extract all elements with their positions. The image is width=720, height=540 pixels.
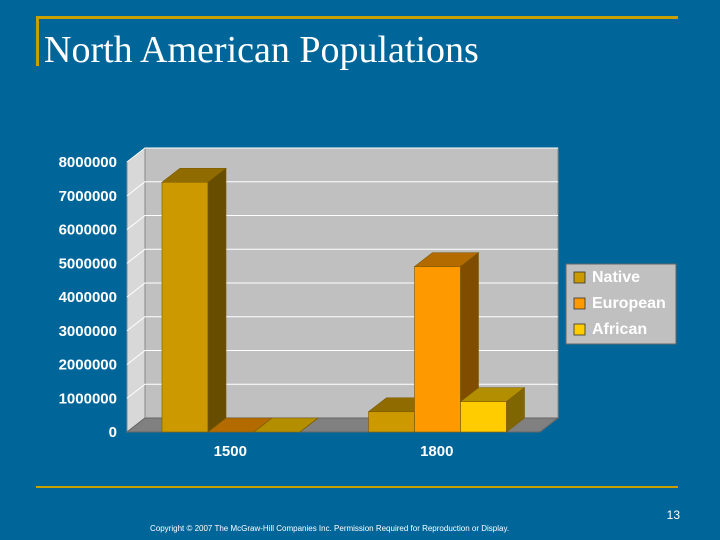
bar-african-1800 xyxy=(459,387,526,433)
x-tick-label: 1500 xyxy=(214,443,247,460)
legend-swatch-african xyxy=(573,323,586,336)
bar-native-1500 xyxy=(161,167,227,433)
bar-front xyxy=(368,411,415,433)
y-tick-label: 2000000 xyxy=(59,357,117,374)
y-tick-label: 0 xyxy=(109,424,117,441)
bar-european-1800 xyxy=(413,252,480,433)
y-tick-label: 4000000 xyxy=(59,289,117,306)
legend-label: African xyxy=(592,321,647,338)
y-tick-label: 3000000 xyxy=(59,323,117,340)
bar-side xyxy=(506,387,525,433)
y-tick-label: 1000000 xyxy=(59,390,117,407)
bar-side xyxy=(299,417,319,433)
bottom-accent-rule xyxy=(36,486,678,488)
bar-front xyxy=(161,181,209,433)
legend-swatch-native xyxy=(573,271,586,284)
legend-swatch-european xyxy=(573,297,586,310)
bar-front xyxy=(414,266,461,433)
x-tick-label: 1800 xyxy=(420,443,453,460)
gridline xyxy=(126,248,558,264)
legend-label: Native xyxy=(592,269,640,286)
bar-front xyxy=(460,401,507,433)
legend-label: European xyxy=(592,295,666,312)
page-number: 13 xyxy=(666,508,680,522)
bar-african-1500 xyxy=(253,417,319,433)
gridline xyxy=(126,215,558,230)
y-tick-label: 5000000 xyxy=(59,255,117,272)
gridline xyxy=(126,181,558,197)
slide-title: North American Populations xyxy=(44,29,479,71)
top-accent-rule xyxy=(36,16,678,19)
y-tick-label: 6000000 xyxy=(59,222,117,239)
y-tick-label: 7000000 xyxy=(59,188,117,205)
y-tick-label: 8000000 xyxy=(59,154,117,171)
gridline xyxy=(126,147,558,163)
left-accent-rule xyxy=(36,16,39,66)
copyright-notice: Copyright © 2007 The McGraw-Hill Compani… xyxy=(150,524,510,533)
bar-side xyxy=(207,167,227,433)
population-chart: 0 1000000 2000000 3000000 4000000 5000000 6000… xyxy=(59,146,677,460)
